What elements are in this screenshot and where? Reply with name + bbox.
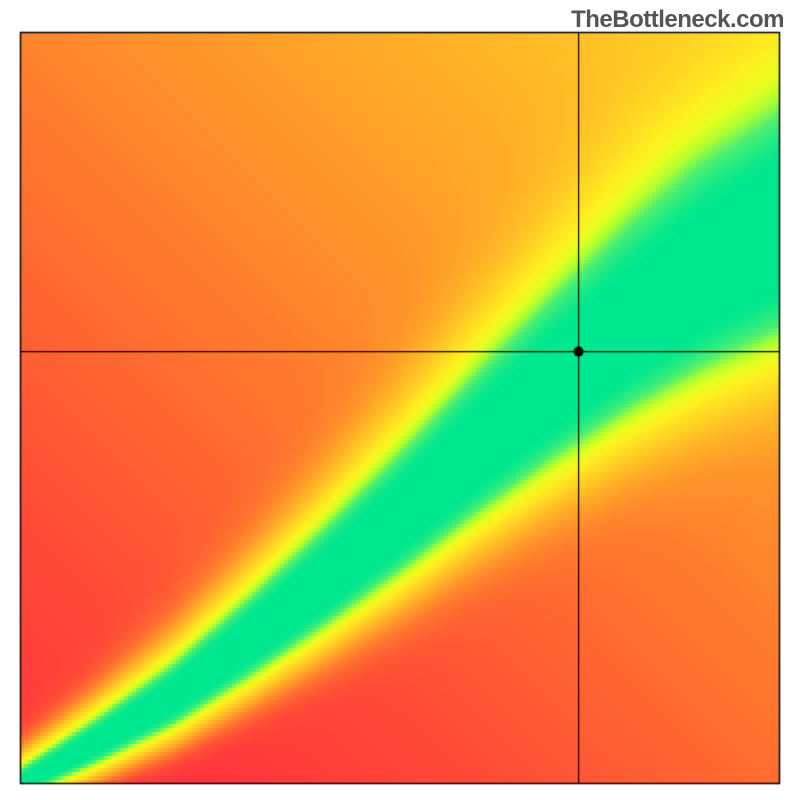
watermark-text: TheBottleneck.com [571,6,784,34]
chart-container: TheBottleneck.com [0,0,800,800]
heatmap-canvas [0,0,800,800]
